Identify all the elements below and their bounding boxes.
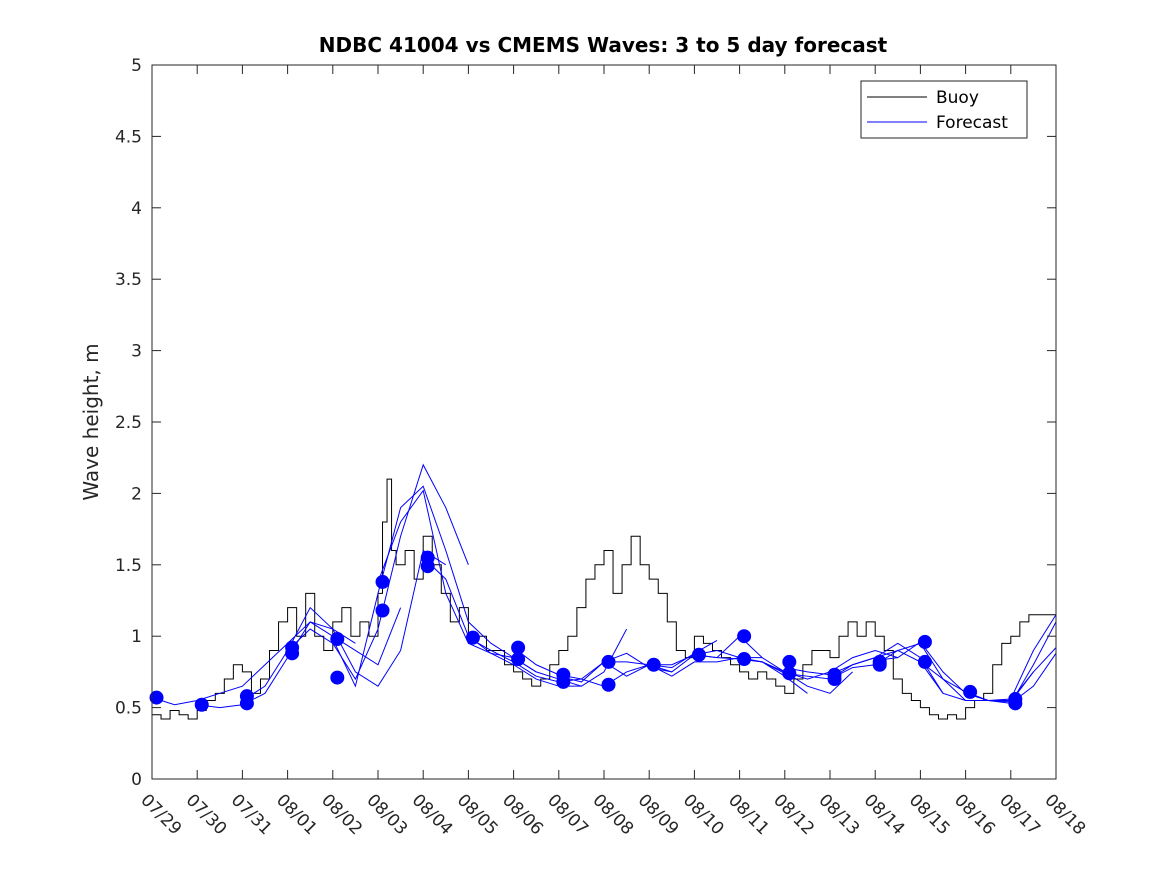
forecast-point (420, 559, 435, 574)
series-layer (149, 463, 1057, 720)
y-tick-label: 3 (131, 342, 142, 362)
y-tick-label: 4 (131, 199, 142, 219)
forecast-point (149, 690, 164, 705)
forecast-point (511, 652, 526, 667)
forecast-point (872, 657, 887, 672)
forecast-point (375, 574, 390, 589)
y-tick-label: 4.5 (115, 127, 142, 147)
forecast-run-line (332, 485, 537, 688)
forecast-point (691, 647, 706, 662)
forecast-point (917, 634, 932, 649)
y-tick-label: 3.5 (115, 270, 142, 290)
y-tick-label: 0.5 (115, 699, 142, 719)
forecast-run-line (829, 649, 1034, 701)
forecast-run-line (558, 657, 763, 683)
forecast-point (737, 629, 752, 644)
forecast-run-line (422, 557, 628, 687)
forecast-point (601, 654, 616, 669)
forecast-run-line (377, 489, 582, 687)
forecast-point (827, 672, 842, 687)
y-tick-label: 2 (131, 484, 142, 504)
forecast-point (782, 666, 797, 681)
forecast-point (285, 646, 300, 661)
legend: Buoy Forecast (860, 80, 1028, 139)
forecast-point (917, 654, 932, 669)
forecast-run-line (242, 549, 447, 701)
forecast-run-line (739, 642, 944, 694)
forecast-point (556, 674, 571, 689)
forecast-point (375, 603, 390, 618)
forecast-point (646, 657, 661, 672)
forecast-point (963, 684, 978, 699)
legend-label-buoy: Buoy (936, 88, 979, 108)
forecast-point (239, 696, 254, 711)
forecast-point (1008, 696, 1023, 711)
y-tick-label: 2.5 (115, 413, 142, 433)
forecast-run-line (513, 640, 718, 687)
forecast-run-line (604, 649, 808, 694)
forecast-run-line (694, 635, 898, 680)
y-axis-label: Wave height, m (79, 343, 103, 500)
forecast-run-line (784, 642, 989, 701)
y-tick-label: 5 (131, 56, 142, 76)
forecast-point (737, 652, 752, 667)
forecast-point (330, 632, 345, 647)
plot-area: 00.511.522.533.544.5507/2907/3007/3108/0… (115, 56, 1089, 839)
forecast-run-line (287, 463, 469, 681)
chart-title: NDBC 41004 vs CMEMS Waves: 3 to 5 day fo… (319, 33, 888, 57)
y-tick-label: 1 (131, 627, 142, 647)
legend-label-forecast: Forecast (936, 113, 1008, 133)
forecast-point (330, 670, 345, 685)
y-tick-label: 1.5 (115, 556, 142, 576)
forecast-point (601, 677, 616, 692)
forecast-point (194, 697, 209, 712)
forecast-run-line (151, 621, 356, 706)
legend-box (860, 80, 1028, 139)
forecast-point (465, 630, 480, 645)
y-tick-label: 0 (131, 770, 142, 790)
